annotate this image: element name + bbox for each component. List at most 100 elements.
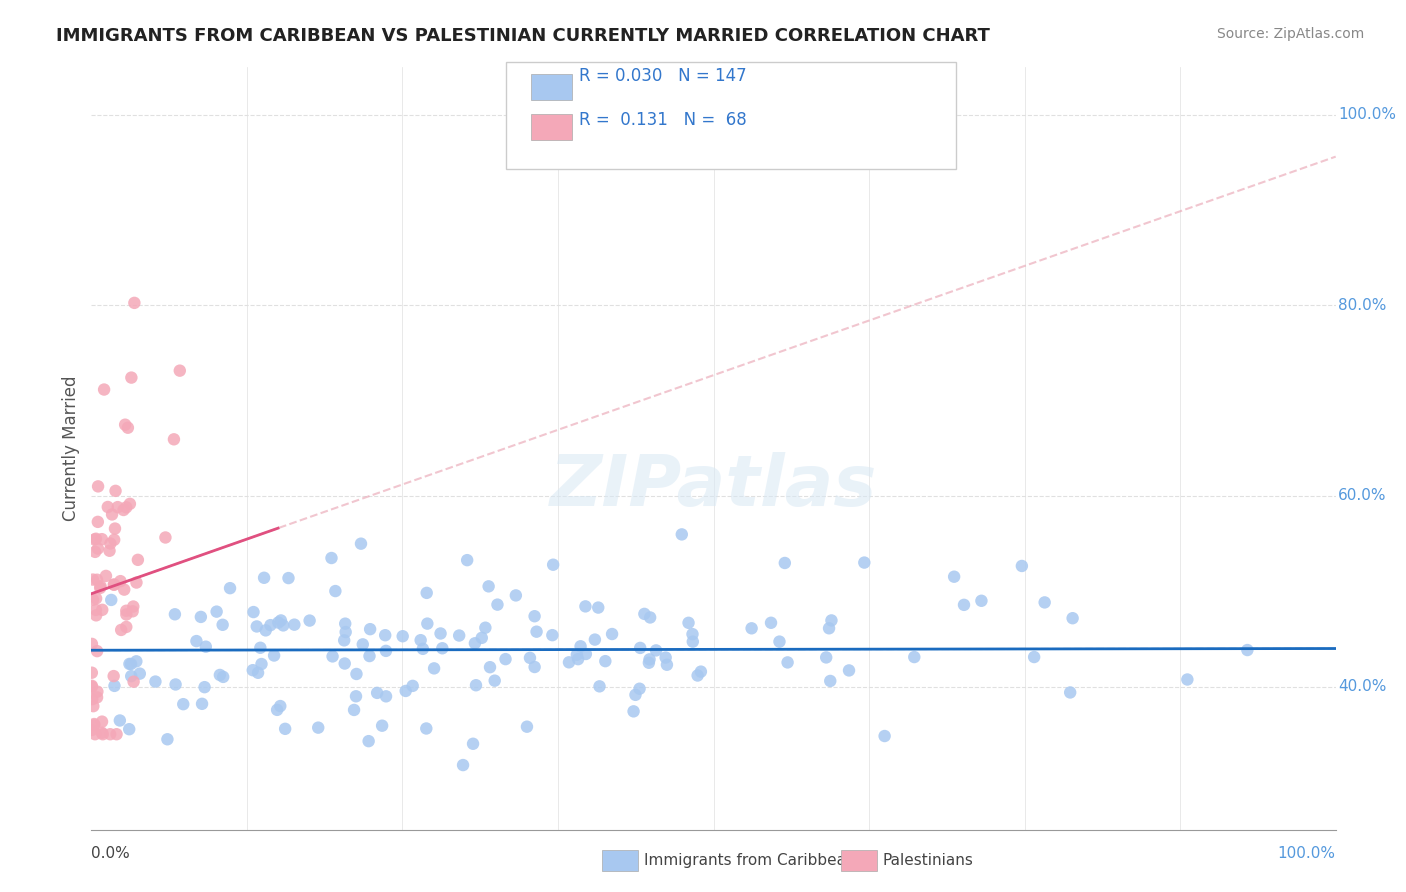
- Point: [128, 666, 150, 681]
- Point: [465, 678, 488, 692]
- Point: [1024, 650, 1046, 665]
- Point: [1033, 595, 1056, 609]
- Point: [322, 649, 344, 664]
- Point: [486, 598, 509, 612]
- Point: [838, 664, 860, 678]
- Point: [247, 665, 270, 680]
- Point: [205, 605, 228, 619]
- Point: [682, 627, 704, 641]
- Point: [80, 679, 103, 693]
- Point: [91, 727, 114, 741]
- Point: [655, 657, 678, 672]
- Point: [104, 522, 127, 536]
- Point: [112, 503, 135, 517]
- Point: [484, 673, 506, 688]
- Point: [449, 628, 471, 642]
- Point: [953, 598, 976, 612]
- Point: [103, 669, 125, 683]
- Point: [117, 421, 139, 435]
- Point: [375, 690, 398, 704]
- Point: [110, 574, 132, 588]
- Point: [100, 536, 122, 550]
- Point: [271, 618, 294, 632]
- Point: [90, 579, 112, 593]
- Point: [359, 648, 381, 663]
- Point: [853, 556, 876, 570]
- Point: [86, 644, 108, 658]
- Point: [114, 417, 136, 432]
- Point: [89, 581, 111, 595]
- Point: [818, 621, 841, 635]
- Point: [970, 594, 993, 608]
- Point: [628, 640, 651, 655]
- Point: [145, 674, 167, 689]
- Point: [84, 545, 107, 559]
- Point: [86, 684, 108, 698]
- Point: [115, 604, 138, 618]
- Point: [471, 631, 494, 645]
- Point: [98, 543, 121, 558]
- Point: [156, 732, 179, 747]
- Point: [125, 654, 148, 668]
- Point: [186, 634, 208, 648]
- Point: [103, 577, 125, 591]
- Point: [478, 579, 501, 593]
- Text: 80.0%: 80.0%: [1339, 298, 1386, 313]
- Point: [903, 650, 925, 665]
- Text: IMMIGRANTS FROM CARIBBEAN VS PALESTINIAN CURRENTLY MARRIED CORRELATION CHART: IMMIGRANTS FROM CARIBBEAN VS PALESTINIAN…: [56, 27, 990, 45]
- Point: [172, 697, 194, 711]
- Point: [820, 673, 842, 688]
- Point: [249, 640, 271, 655]
- Point: [505, 589, 527, 603]
- Point: [163, 607, 186, 622]
- Point: [84, 591, 107, 606]
- Point: [87, 515, 110, 529]
- Point: [638, 610, 661, 624]
- Point: [526, 624, 548, 639]
- Point: [689, 665, 711, 679]
- Point: [84, 727, 107, 741]
- Point: [263, 648, 285, 663]
- Point: [638, 656, 661, 670]
- Point: [541, 558, 564, 572]
- Point: [267, 615, 290, 630]
- Point: [523, 609, 546, 624]
- Point: [1175, 673, 1198, 687]
- Point: [212, 670, 235, 684]
- Point: [429, 626, 451, 640]
- Point: [595, 654, 617, 668]
- Point: [1062, 611, 1084, 625]
- Point: [391, 629, 413, 643]
- Point: [371, 719, 394, 733]
- Text: 100.0%: 100.0%: [1339, 107, 1396, 122]
- Point: [101, 508, 124, 522]
- Text: Immigrants from Caribbean: Immigrants from Caribbean: [644, 854, 856, 868]
- Point: [84, 532, 107, 546]
- Point: [107, 500, 129, 515]
- Point: [558, 656, 581, 670]
- Point: [87, 541, 110, 556]
- Point: [575, 647, 598, 661]
- Point: [246, 619, 269, 633]
- Point: [80, 637, 103, 651]
- Point: [357, 734, 380, 748]
- Point: [86, 573, 108, 587]
- Point: [586, 600, 609, 615]
- Point: [588, 679, 610, 693]
- Point: [93, 383, 115, 397]
- Point: [283, 617, 305, 632]
- Point: [1236, 643, 1258, 657]
- Point: [686, 668, 709, 682]
- Point: [91, 714, 114, 729]
- Point: [943, 570, 966, 584]
- Point: [121, 604, 143, 618]
- Point: [277, 571, 299, 585]
- Point: [125, 575, 148, 590]
- Point: [541, 628, 564, 642]
- Point: [120, 657, 142, 671]
- Point: [98, 727, 121, 741]
- Point: [91, 603, 114, 617]
- Point: [118, 722, 141, 736]
- Point: [90, 532, 112, 546]
- Point: [191, 697, 214, 711]
